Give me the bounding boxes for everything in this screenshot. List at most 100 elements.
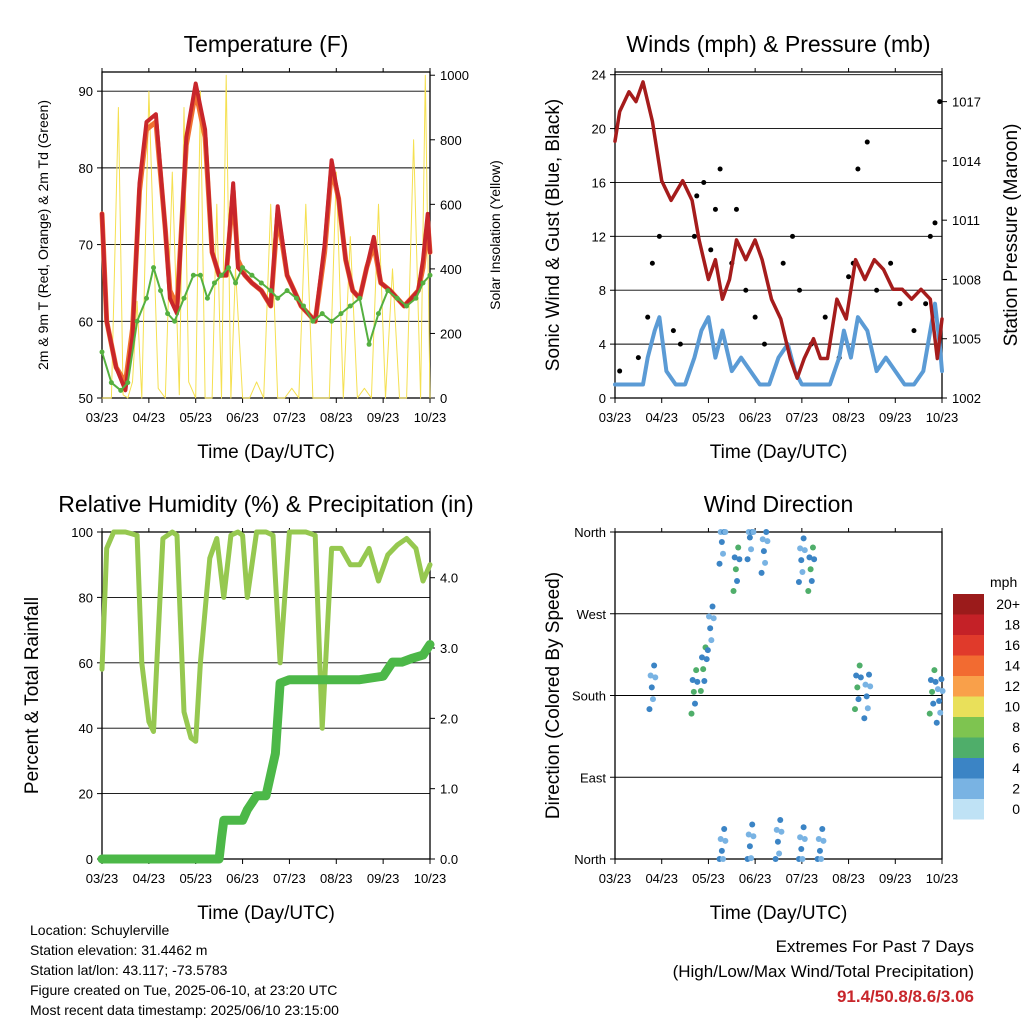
y-tick-label: 80 xyxy=(79,161,93,176)
direction-point xyxy=(815,836,822,843)
direction-point xyxy=(746,843,753,850)
direction-point xyxy=(750,529,757,535)
y-tick-label: 24 xyxy=(592,68,606,83)
dewpoint-point xyxy=(338,311,344,317)
direction-point xyxy=(773,826,780,833)
direction-point xyxy=(732,566,739,573)
legend-label: 10 xyxy=(1004,699,1020,715)
legend-label: 6 xyxy=(1012,740,1020,756)
x-tick-label: 07/23 xyxy=(786,871,819,886)
legend-label: 18 xyxy=(1004,617,1020,633)
dewpoint-point xyxy=(190,272,196,278)
direction-point xyxy=(647,672,654,679)
legend-swatch xyxy=(953,717,984,738)
x-axis-label: Time (Day/UTC) xyxy=(710,903,848,924)
dewpoint-point xyxy=(404,303,410,309)
dewpoint-point xyxy=(275,295,281,301)
direction-point xyxy=(749,821,756,828)
direction-point xyxy=(648,684,655,691)
direction-point xyxy=(697,687,704,694)
dewpoint-point xyxy=(420,280,426,286)
direction-point xyxy=(926,710,933,717)
y-tick-label: North xyxy=(574,852,606,867)
legend-label: 4 xyxy=(1012,760,1020,776)
gust-point xyxy=(649,260,655,266)
direction-point xyxy=(700,666,707,673)
x-tick-label: 04/23 xyxy=(133,871,166,886)
figure-created: Figure created on Tue, 2025-06-10, at 23… xyxy=(30,982,338,998)
dewpoint-point xyxy=(249,272,255,278)
gust-point xyxy=(691,233,697,239)
direction-point xyxy=(797,834,804,841)
direction-point xyxy=(736,556,743,563)
legend-swatch xyxy=(953,635,984,656)
gust-point xyxy=(855,166,861,172)
dewpoint-point xyxy=(357,295,363,301)
direction-point xyxy=(934,686,941,693)
dewpoint-point xyxy=(284,288,290,294)
humidity-precip-panel: 0 20 40 60 80 100 0.0 1.0 2.0 3.0 4.0 03/23 04/23 05/… xyxy=(22,491,474,924)
x-tick-label: 07/23 xyxy=(273,871,306,886)
series-solar-line xyxy=(101,74,431,399)
extremes-box: Extremes For Past 7 Days (High/Low/Max W… xyxy=(673,934,974,1009)
gust-point xyxy=(822,314,828,320)
y-axis-label: Direction (Colored By Speed) xyxy=(543,572,564,819)
direction-point xyxy=(798,557,805,564)
plot-border xyxy=(614,71,943,399)
direction-point xyxy=(777,816,784,823)
y-tick-label: 0 xyxy=(86,852,93,867)
x-axis-label: Time (Day/UTC) xyxy=(197,442,335,463)
x-axis-label: Time (Day/UTC) xyxy=(710,442,848,463)
series-temp2m-line xyxy=(100,81,432,393)
direction-point xyxy=(932,678,939,685)
gust-point xyxy=(923,301,929,307)
dewpoint-point xyxy=(172,318,178,324)
legend-swatch xyxy=(953,614,984,635)
gust-point xyxy=(670,328,676,334)
dewpoint-point xyxy=(165,311,171,317)
dewpoint-point xyxy=(427,272,433,278)
y2-axis-label: Station Pressure (Maroon) xyxy=(1001,124,1022,347)
dewpoint-point xyxy=(310,318,316,324)
dewpoint-point xyxy=(347,303,353,309)
station-location: Location: Schuylerville xyxy=(30,922,170,938)
direction-point xyxy=(857,674,864,681)
chart-title: Temperature (F) xyxy=(184,31,349,57)
dewpoint-point xyxy=(268,288,274,294)
gust-point xyxy=(635,355,641,361)
direction-point xyxy=(801,547,808,554)
y-axis-label: Percent & Total Rainfall xyxy=(22,597,43,794)
direction-point xyxy=(778,828,785,835)
gust-point xyxy=(761,341,767,347)
direction-point xyxy=(851,706,858,713)
y-tick-label: 80 xyxy=(79,590,93,605)
y2-tick-label: 800 xyxy=(440,133,462,148)
gust-point xyxy=(677,341,683,347)
y-tick-label: 90 xyxy=(79,84,93,99)
x-tick-label: 10/23 xyxy=(414,410,447,425)
series-wind-line xyxy=(613,301,944,387)
legend-label: 20+ xyxy=(996,596,1020,612)
legend-label: 0 xyxy=(1012,801,1020,817)
y-tick-label: 50 xyxy=(79,391,93,406)
wind-direction-panel: North East South West North 03/23 04/23 05/23 06… xyxy=(543,491,958,924)
x-tick-label: 10/23 xyxy=(414,871,447,886)
x-axis-label: Time (Day/UTC) xyxy=(197,903,335,924)
y-tick-label: 4 xyxy=(599,337,606,352)
direction-point xyxy=(691,700,698,707)
dewpoint-point xyxy=(385,288,391,294)
direction-point xyxy=(688,710,695,717)
dewpoint-point xyxy=(125,380,131,386)
dewpoint-point xyxy=(204,295,210,301)
direction-point xyxy=(706,613,713,620)
x-tick-label: 03/23 xyxy=(599,871,632,886)
direction-point xyxy=(927,677,934,684)
direction-point xyxy=(760,548,767,555)
station-elevation: Station elevation: 31.4462 m xyxy=(30,942,208,958)
y2-tick-label: 1017 xyxy=(952,95,981,110)
direction-point xyxy=(867,683,874,690)
dewpoint-point xyxy=(211,280,217,286)
direction-point xyxy=(716,560,723,567)
direction-point xyxy=(854,684,861,691)
direction-point xyxy=(690,688,697,695)
